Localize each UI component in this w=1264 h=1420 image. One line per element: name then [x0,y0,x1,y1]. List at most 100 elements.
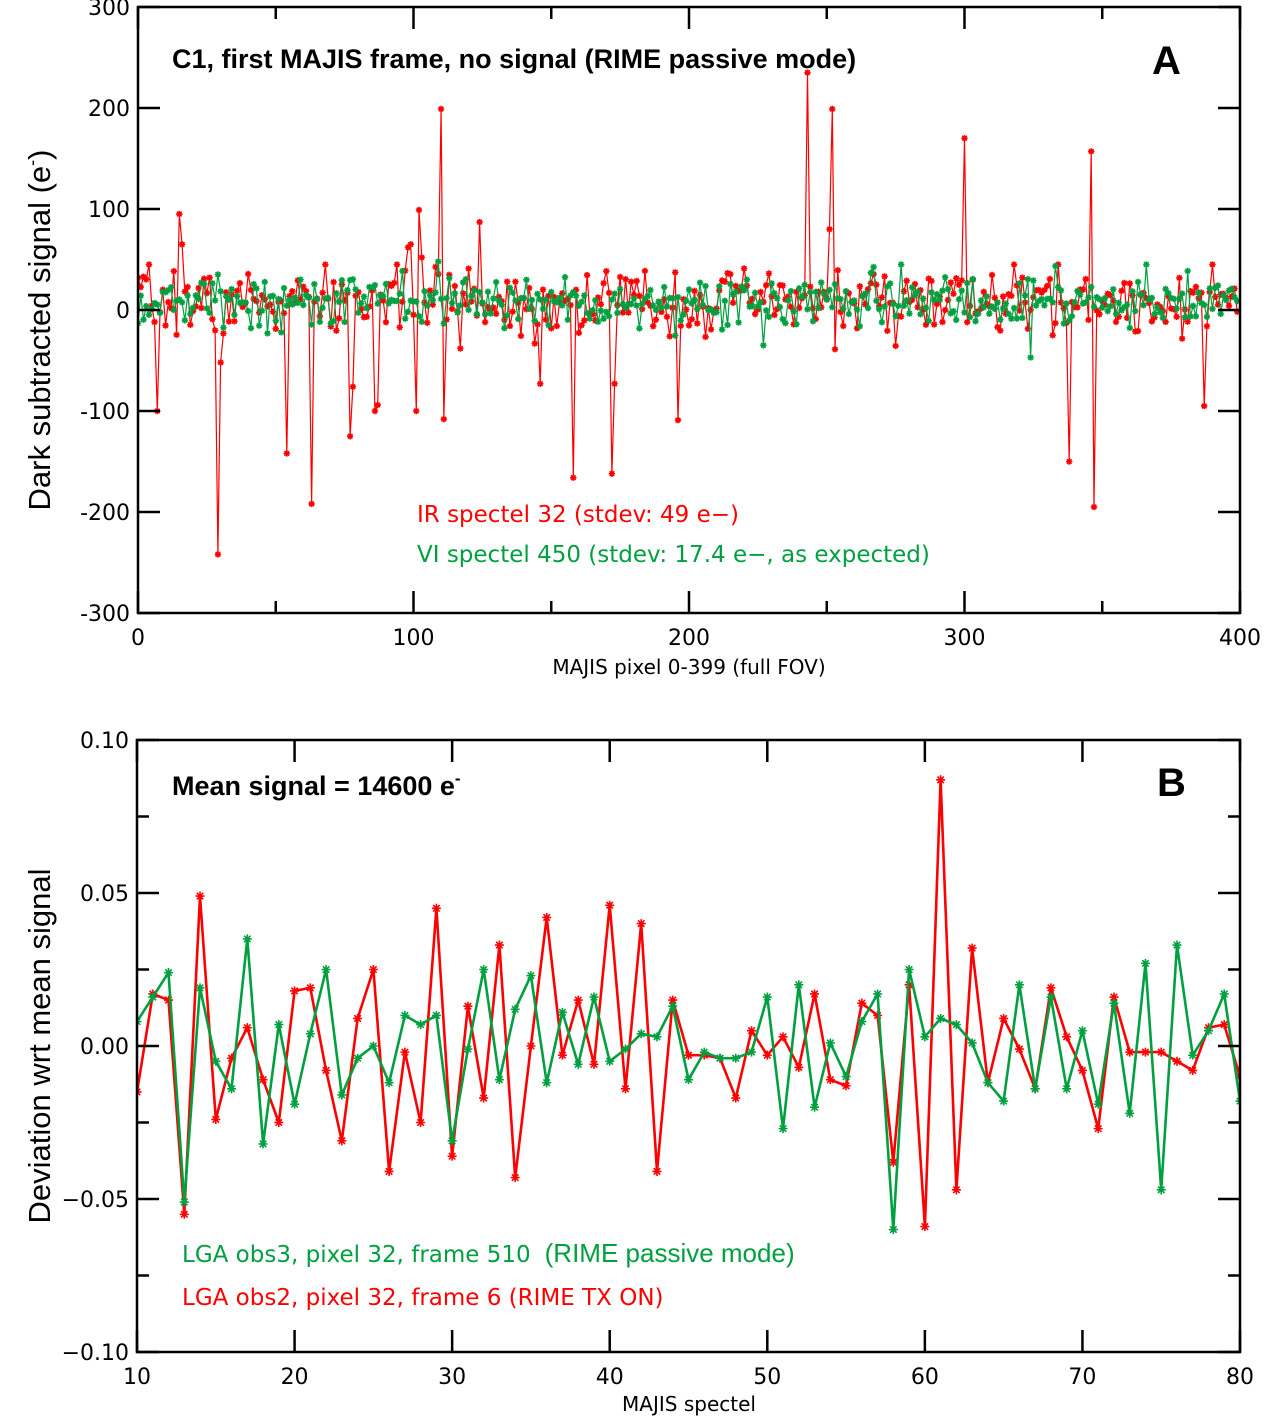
passive-series-point [904,965,914,974]
vi-series-point [1049,299,1056,306]
tx-on-series-point [747,1026,757,1036]
vi-series-point [275,295,282,303]
tx-on-series-point [258,1075,268,1085]
vi-series-point [944,285,952,293]
vi-series-point [738,283,745,290]
vi-series-point [542,296,549,303]
vi-series-point [170,306,178,314]
vi-series-point [440,320,448,327]
vi-series-point [286,296,293,303]
ir-series-point [426,287,434,294]
vi-series-point [784,297,792,304]
ir-series-point [181,288,189,295]
ir-series-point [762,282,770,289]
vi-series-point [892,313,899,320]
ir-series-point [950,290,957,297]
ir-series-point [1082,275,1089,283]
ir-series-point [258,292,266,299]
ir-series-point [145,261,153,268]
x-tick-label: 300 [944,626,986,651]
ir-series-point [812,315,819,323]
x-tick-label: 50 [753,1365,781,1390]
ir-series-point [184,283,191,291]
ir-series-point [443,316,450,323]
vi-series-point [757,299,764,306]
ir-series-point [1225,302,1233,310]
vi-series-point [253,285,260,292]
vi-series-point [1101,294,1109,302]
ir-series-point [220,330,227,337]
vi-series-point [724,321,731,329]
ir-series-point [424,319,431,326]
vi-series-point [341,318,348,326]
vi-series-point [939,287,946,294]
panel-b-annotation-superscript: - [455,769,461,788]
tx-on-series-point [778,1032,788,1042]
ir-series-point [1148,318,1156,325]
y-tick-label: 200 [88,97,130,122]
vi-series-point [363,305,370,312]
vi-series-point [1228,285,1235,293]
vi-series-point [760,342,767,349]
vi-series-point [437,295,445,303]
vi-series-point [498,301,505,308]
tx-on-series-point [1125,1047,1135,1057]
ir-series-point [644,299,651,306]
tx-on-series-point [668,995,678,1005]
ir-series-point [864,286,872,293]
ir-series-point [539,286,547,293]
tx-on-series-point [463,1001,473,1011]
vi-series-point [950,308,957,315]
vi-series-point [1019,314,1026,322]
ir-series-point [379,297,387,304]
x-tick-label: 10 [123,1365,151,1390]
vi-series-point [490,295,497,302]
tx-on-series-point [605,900,615,910]
ir-series-point [1008,292,1015,300]
vi-series-point [1041,302,1048,309]
ir-series-point [335,314,343,322]
vi-series-point [1090,303,1098,310]
ir-series-point [1212,293,1219,300]
vi-series-point [936,296,943,303]
ir-series-point [462,301,470,308]
vi-series-point [1212,284,1219,292]
passive-series-point [463,1044,473,1054]
ir-series-point [636,292,643,300]
passive-series-point [431,1010,441,1020]
vi-series-point [966,313,974,321]
passive-series-point [652,1032,662,1042]
tx-on-series-point [510,1173,520,1183]
vi-series-point [1126,324,1133,332]
vi-series-point [311,280,318,288]
vi-series-point [614,309,621,317]
ir-series-point [672,269,679,276]
vi-series-point [1184,267,1191,275]
ir-series-point [622,276,629,283]
vi-series-point [647,286,654,294]
ir-series-point [1019,274,1026,281]
vi-series-point [793,321,800,328]
vi-series-point [886,280,894,287]
passive-series-point [762,992,772,1002]
vi-series-point [1035,297,1043,305]
passive-series-point [778,1124,788,1134]
vi-series-point [953,316,960,324]
ir-series-point [732,282,740,290]
vi-series-point [975,310,982,317]
ir-series-point [289,288,296,295]
passive-series-point [1219,989,1229,999]
ir-series-point [834,267,841,274]
vi-series-point [1129,288,1136,295]
vi-series-point [424,302,431,309]
ir-series-point [980,288,987,296]
passive-series-point [494,1075,504,1085]
ir-series-point [1203,323,1211,330]
tx-on-series-point [841,1081,851,1091]
ir-series-point [944,296,952,304]
vi-series-point [165,286,172,294]
vi-series-point [1234,297,1240,305]
vi-series-point [658,304,665,312]
vi-series-point [446,274,453,282]
vi-series-point [1148,294,1156,302]
